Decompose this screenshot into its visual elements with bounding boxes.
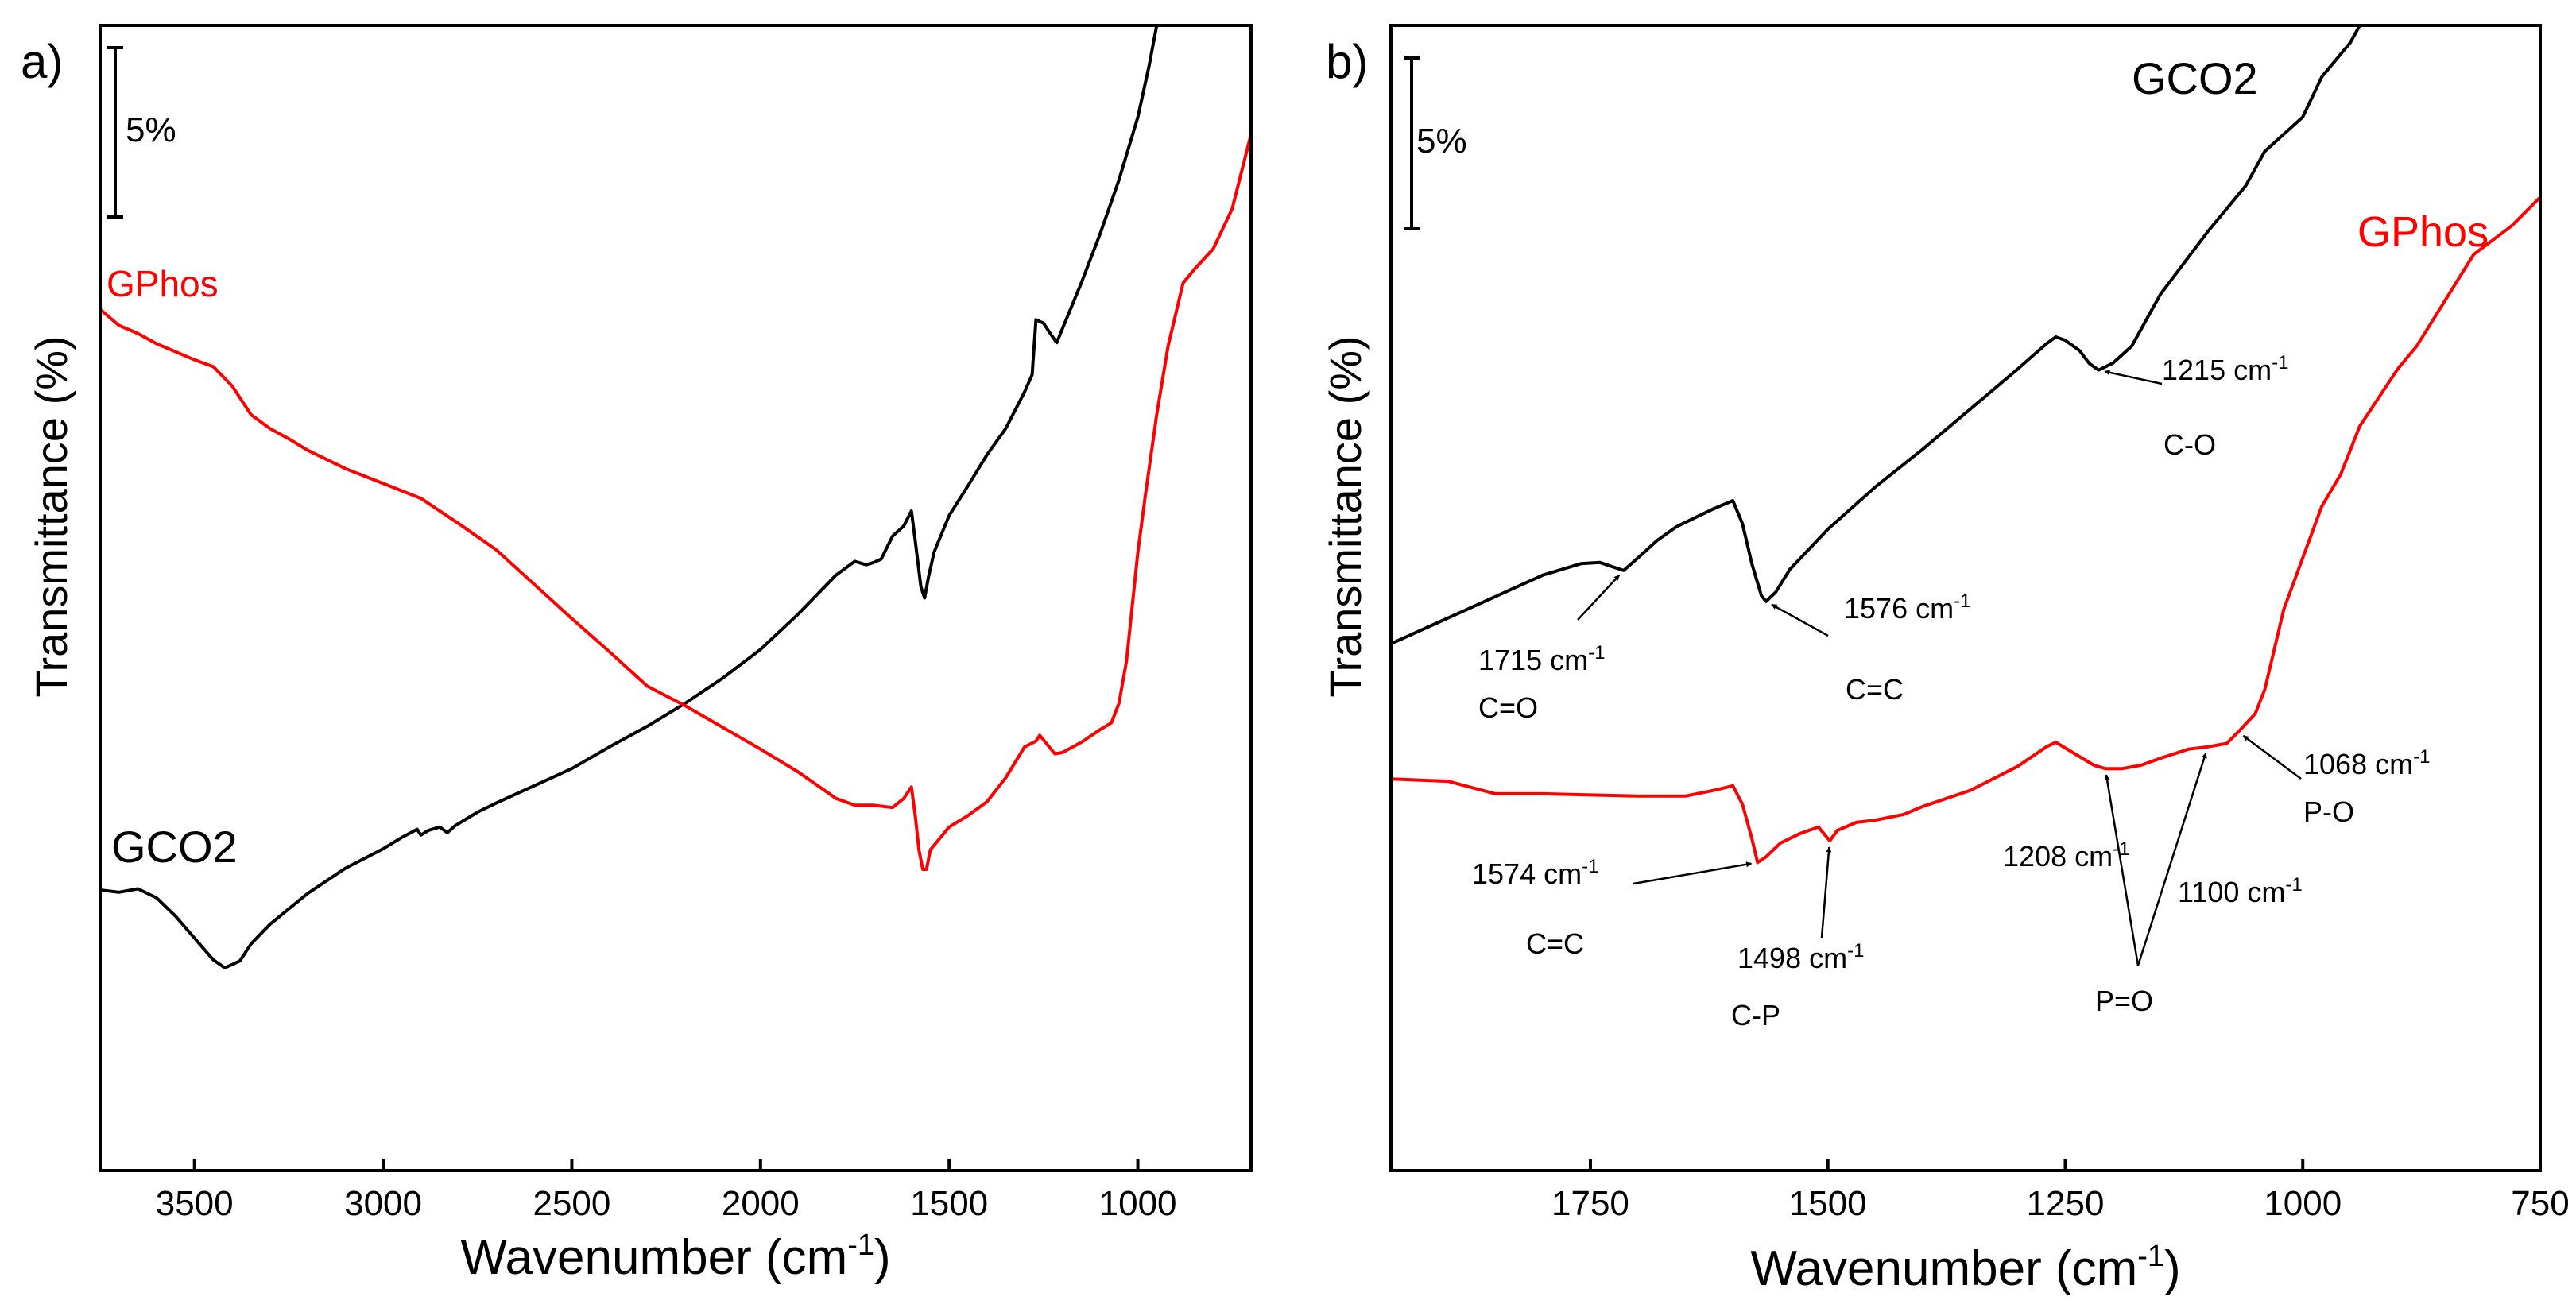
annotation-1215-wavenumber: 1215 cm-1 xyxy=(2162,352,2288,386)
panel-b-series-gco2 xyxy=(1391,25,2361,645)
panel-b-y-axis-title: Transmittance (%) xyxy=(1320,335,1370,697)
annotation-1068-wavenumber: 1068 cm-1 xyxy=(2303,746,2430,780)
panel-a-x-tick-label-1000: 1000 xyxy=(1099,1184,1177,1223)
arrow-1498 xyxy=(1820,846,1832,939)
arrow-1576 xyxy=(1771,603,1829,637)
panel-b-x-axis-title: Wavenumber (cm-1) xyxy=(1750,1240,2180,1296)
panel-a-label: a) xyxy=(21,35,63,88)
panel-a-frame xyxy=(99,24,1253,1172)
panel-a-scale-bar: 5% xyxy=(107,46,176,219)
panel-b-scale-bar: 5% xyxy=(1404,56,1467,230)
annotation-1715-wavenumber: 1715 cm-1 xyxy=(1478,642,1605,676)
annotation-1208-wavenumber: 1208 cm-1 xyxy=(2003,838,2129,873)
panel-b-series-gphos xyxy=(1391,195,2540,865)
panel-a-x-tick-label-3000: 3000 xyxy=(344,1184,422,1223)
panel-b-series-label-gphos: GPhos xyxy=(2357,208,2489,256)
annotation-1100-wavenumber: 1100 cm-1 xyxy=(2178,874,2303,908)
arrow-p-o-1208 xyxy=(2104,774,2140,966)
panel-a-series-gco2 xyxy=(100,25,1159,969)
panel-b-x-ticks: 1750 1500 1250 1000 750 xyxy=(1551,1159,2570,1223)
arrow-1715 xyxy=(1577,574,1621,621)
panel-a-x-tick-label-2000: 2000 xyxy=(722,1184,800,1223)
panel-b-x-tick-label-1000: 1000 xyxy=(2264,1184,2342,1223)
panel-a-series-label-gphos: GPhos xyxy=(107,263,219,304)
panel-b-x-tick-label-1750: 1750 xyxy=(1551,1184,1629,1223)
annotation-1215-group: C-O xyxy=(2163,428,2216,461)
annotation-1576-wavenumber: 1576 cm-1 xyxy=(1844,590,1970,625)
panel-b-x-tick-label-1500: 1500 xyxy=(1789,1184,1867,1223)
arrow-1574 xyxy=(1633,861,1753,885)
arrow-p-o-1100 xyxy=(2136,752,2207,966)
panel-b-label: b) xyxy=(1326,35,1368,88)
panel-b-x-tick-label-750: 750 xyxy=(2511,1184,2569,1223)
arrow-1068 xyxy=(2242,734,2302,780)
panel-b-series xyxy=(1391,25,2540,865)
panel-a-x-axis-title: Wavenumber (cm-1) xyxy=(460,1229,890,1285)
panel-a-x-tick-label-2500: 2500 xyxy=(533,1184,610,1223)
annotation-1068-group: P-O xyxy=(2303,795,2354,828)
annotation-1498-wavenumber: 1498 cm-1 xyxy=(1737,940,1864,974)
panel-b-scale-bar-label: 5% xyxy=(1416,122,1467,161)
panel-a: a) 3500 3000 2500 2000 1500 1000 5% GPhos GCO… xyxy=(21,24,1253,1285)
arrow-1215 xyxy=(2104,370,2163,385)
panel-b-x-tick-label-1250: 1250 xyxy=(2027,1184,2105,1223)
panel-b-series-label-gco2: GCO2 xyxy=(2132,53,2258,103)
panel-b-annotations: 1715 cm-1 C=O 1576 cm-1 C=C 1215 cm-1 C-… xyxy=(1472,352,2430,1031)
panel-a-x-tick-label-1500: 1500 xyxy=(910,1184,988,1223)
panel-b-frame xyxy=(1389,24,2542,1172)
panel-b-annotation-arrows xyxy=(1577,370,2302,966)
annotation-1574-wavenumber: 1574 cm-1 xyxy=(1472,856,1598,890)
panel-a-series-gphos xyxy=(100,134,1251,871)
panel-a-series-label-gco2: GCO2 xyxy=(111,822,238,872)
panel-a-x-tick-label-3500: 3500 xyxy=(156,1184,234,1223)
annotation-1498-group: C-P xyxy=(1731,999,1780,1031)
annotation-1576-group: C=C xyxy=(1846,673,1904,706)
annotation-p-o-double-bond-group: P=O xyxy=(2095,985,2153,1017)
panel-a-scale-bar-label: 5% xyxy=(126,110,176,149)
panel-a-x-ticks: 3500 3000 2500 2000 1500 1000 xyxy=(156,1159,1177,1223)
panel-a-series xyxy=(100,25,1251,969)
annotation-1715-group: C=O xyxy=(1478,691,1538,724)
panel-a-y-axis-title: Transmittance (%) xyxy=(26,335,76,697)
panel-b: b) 1750 1500 1250 1000 750 5% GCO2 GPhos Tra… xyxy=(1320,24,2570,1296)
annotation-1574-group: C=C xyxy=(1526,927,1584,960)
